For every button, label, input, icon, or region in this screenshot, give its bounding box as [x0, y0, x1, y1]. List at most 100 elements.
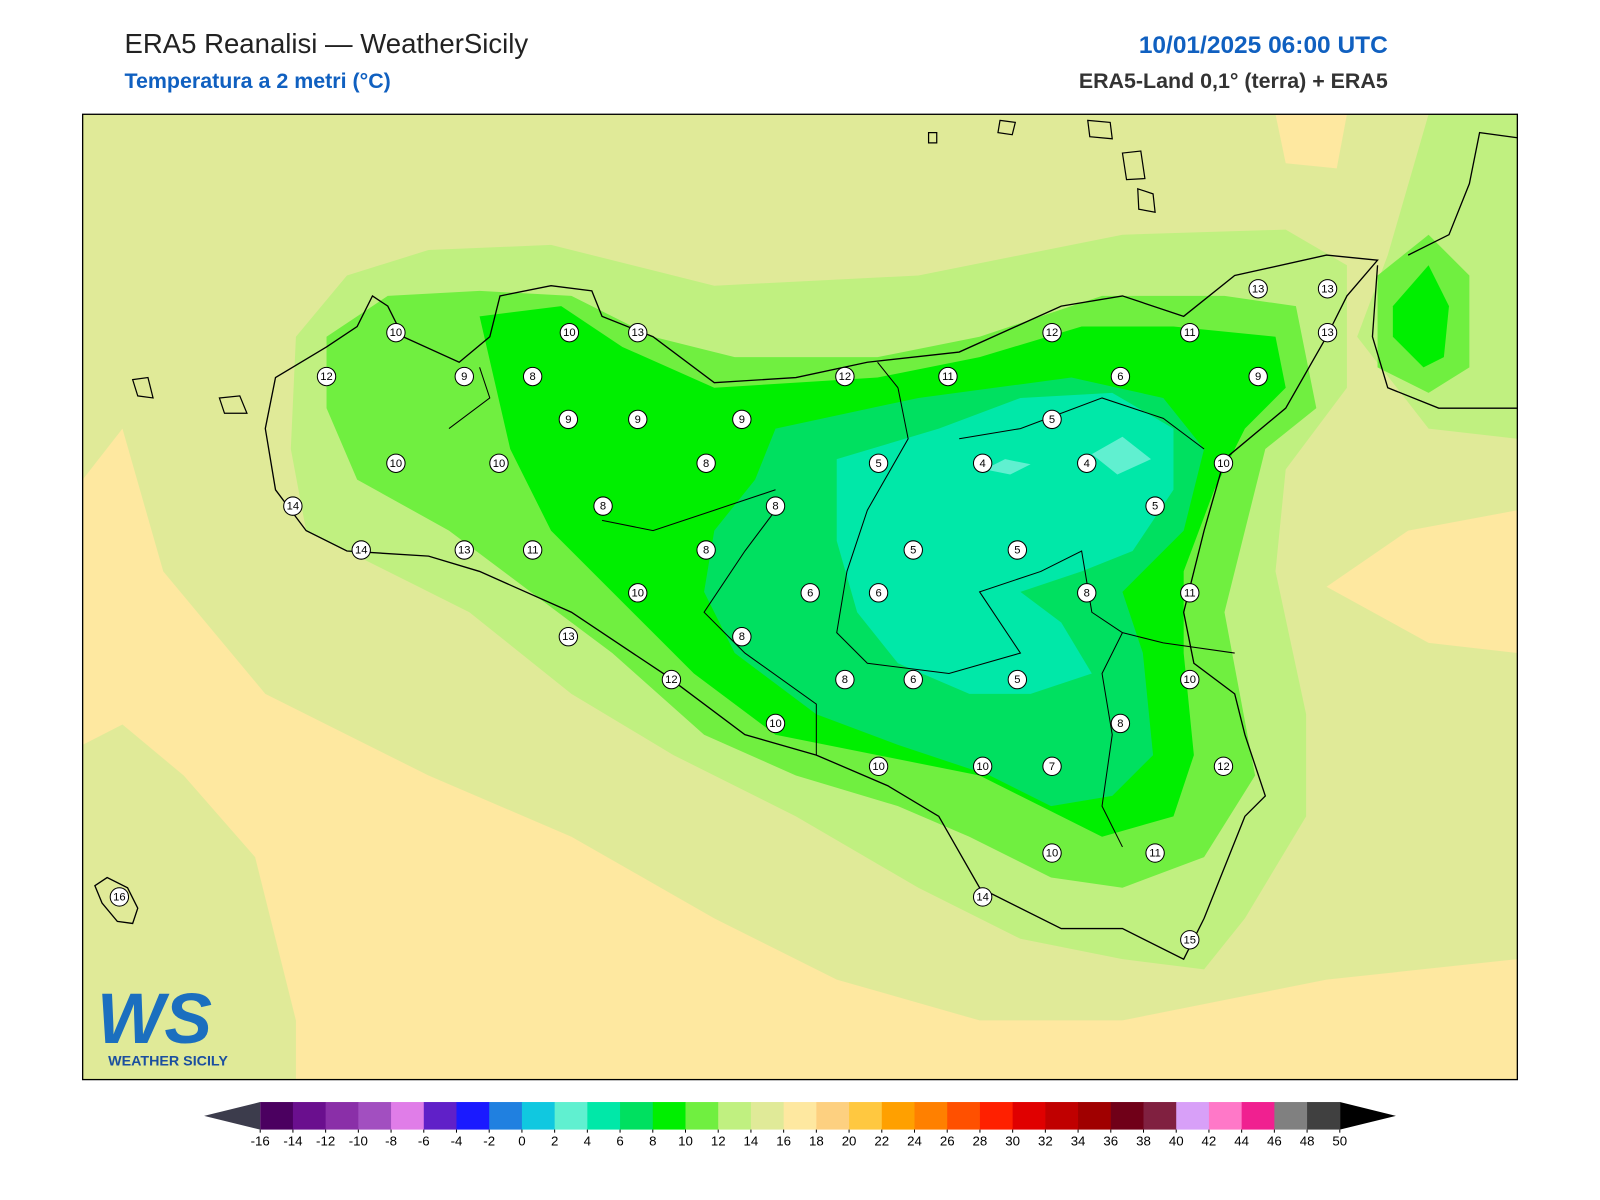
- station-marker: [628, 583, 648, 603]
- colorbar-segment: [1078, 1102, 1112, 1130]
- colorbar-tick-label: 28: [973, 1133, 988, 1148]
- station-value: 13: [1321, 283, 1333, 295]
- colorbar-tick-label: 12: [711, 1133, 726, 1148]
- colorbar-tick-label: -16: [251, 1133, 270, 1148]
- station-marker: [1042, 843, 1062, 863]
- colorbar-segment: [456, 1102, 490, 1130]
- station-marker: [661, 669, 682, 690]
- station-value: 12: [1046, 327, 1058, 339]
- colorbar-tick-label: 24: [907, 1133, 922, 1148]
- station-value: 10: [390, 327, 402, 339]
- station-value: 11: [1149, 848, 1161, 860]
- colorbar-segment: [423, 1102, 458, 1130]
- colorbar-segment: [783, 1102, 817, 1130]
- colorbar-segment: [1143, 1102, 1177, 1130]
- station-value: 10: [1184, 674, 1196, 686]
- colorbar-tick-label: 44: [1234, 1133, 1249, 1148]
- station-marker: [522, 366, 543, 387]
- colorbar-segment: [1110, 1102, 1145, 1130]
- station-marker: [868, 583, 889, 603]
- station-value: 10: [493, 458, 505, 470]
- station-value: 12: [839, 371, 851, 383]
- station-value: 13: [562, 631, 574, 643]
- colorbar-segment: [979, 1102, 1014, 1130]
- station-value: 12: [665, 674, 677, 686]
- station-value: 6: [875, 587, 881, 599]
- station-marker: [316, 366, 337, 387]
- colorbar-segment: [292, 1102, 327, 1130]
- station-marker: [1042, 322, 1062, 343]
- station-value: 9: [461, 371, 467, 383]
- station-marker: [351, 540, 371, 560]
- station-marker: [732, 409, 752, 430]
- station-value: 11: [1184, 587, 1196, 599]
- colorbar-tick-label: 18: [809, 1133, 824, 1148]
- colorbar-tick-label: 8: [649, 1133, 656, 1148]
- station-value: 10: [1046, 848, 1058, 860]
- station-value: 8: [1117, 718, 1123, 730]
- station-value: 12: [320, 371, 332, 383]
- station-marker: [835, 366, 855, 387]
- station-marker: [1180, 930, 1200, 950]
- station-value: 5: [875, 458, 881, 470]
- station-value: 8: [530, 371, 536, 383]
- station-value: 5: [1014, 545, 1020, 557]
- station-value: 6: [1117, 371, 1123, 383]
- station-marker: [868, 453, 889, 473]
- station-value: 9: [565, 414, 571, 426]
- station-marker: [1145, 843, 1165, 863]
- colorbar-segment: [325, 1102, 359, 1130]
- station-marker: [800, 583, 820, 603]
- station-value: 10: [632, 587, 644, 599]
- colorbar: -16 -14 -12 -10 -8 -6 -4 -2 0 2 4 6 8 10 12 14 16 18 20 22 2…: [204, 1102, 1396, 1148]
- station-value: 12: [1217, 761, 1229, 773]
- station-value: 8: [600, 501, 606, 513]
- logo-text: WEATHER SICILY: [108, 1053, 228, 1069]
- colorbar-tick-label: 42: [1202, 1133, 1217, 1148]
- station-marker: [972, 453, 993, 473]
- station-marker: [109, 887, 130, 907]
- station-marker: [1248, 279, 1268, 299]
- temperature-field: [82, 114, 1518, 1080]
- map-frame: [81, 113, 1519, 1081]
- colorbar-tick-label: 38: [1136, 1133, 1151, 1148]
- colorbar-tick-label: -6: [418, 1133, 430, 1148]
- colorbar-segment: [1307, 1102, 1341, 1130]
- colorbar-tick-label: 20: [842, 1133, 857, 1148]
- station-marker: [1180, 583, 1200, 603]
- colorbar-tick-label: -4: [451, 1133, 463, 1148]
- logo-mark: WS: [97, 979, 212, 1059]
- station-value: 10: [872, 761, 884, 773]
- colorbar-tick-label: -14: [283, 1133, 302, 1148]
- station-value: 13: [632, 327, 644, 339]
- station-marker: [972, 756, 993, 777]
- station-marker: [1042, 756, 1062, 777]
- colorbar-tick-label: 36: [1103, 1133, 1118, 1148]
- station-labels: 10 10 13 12 9 8 9 9 9 10 10 8 14 8 8 14 13 11 8 10 6 6 13 8 12 8 6…: [109, 279, 1338, 950]
- logo: WS WEATHER SICILY: [97, 979, 228, 1069]
- station-marker: [1180, 322, 1200, 343]
- station-value: 13: [458, 545, 470, 557]
- colorbar-tick-label: 50: [1332, 1133, 1347, 1148]
- station-marker: [903, 540, 923, 560]
- station-value: 6: [910, 674, 916, 686]
- station-value: 10: [390, 458, 402, 470]
- station-value: 7: [1049, 761, 1055, 773]
- station-value: 14: [287, 501, 299, 513]
- colorbar-segment: [718, 1102, 752, 1130]
- colorbar-tick-label: 46: [1267, 1133, 1282, 1148]
- station-marker: [386, 453, 406, 473]
- station-marker: [765, 496, 786, 516]
- colorbar-segment: [816, 1102, 850, 1130]
- station-value: 11: [527, 545, 539, 557]
- station-marker: [283, 496, 303, 516]
- colorbar-segment: [685, 1102, 719, 1130]
- station-marker: [732, 627, 752, 647]
- colorbar-tick-label: 30: [1005, 1133, 1020, 1148]
- date: 10/01/2025 06:00 UTC: [1139, 32, 1388, 59]
- station-value: 10: [563, 327, 575, 339]
- station-marker: [835, 669, 855, 690]
- colorbar-tick-label: -10: [349, 1133, 368, 1148]
- colorbar-segment: [750, 1102, 785, 1130]
- colorbar-segment: [554, 1102, 588, 1130]
